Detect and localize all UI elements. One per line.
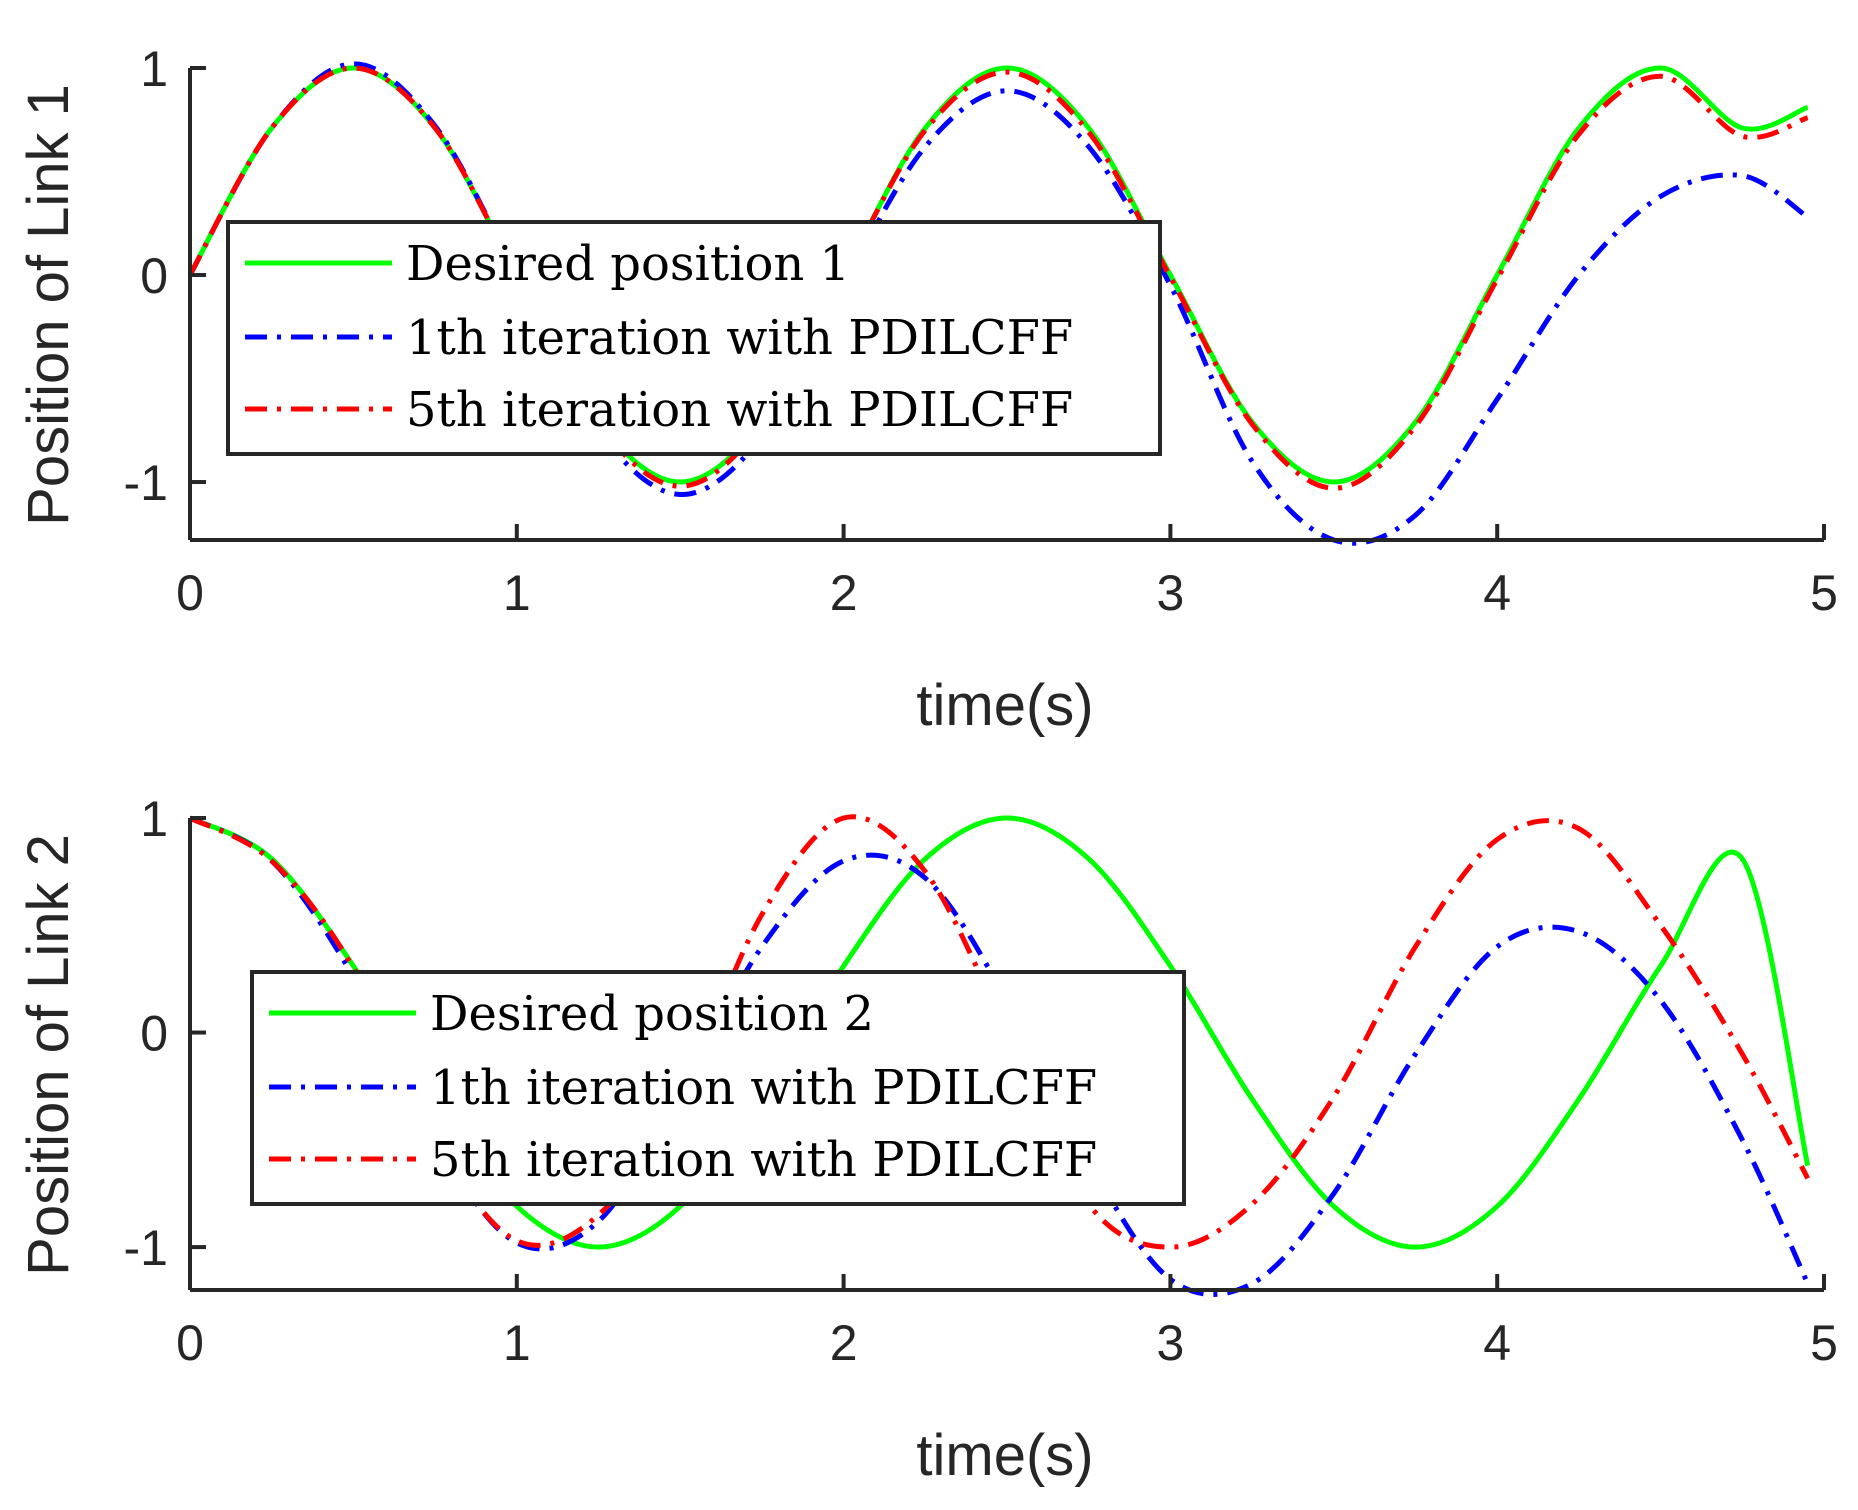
y-tick-labels: -1 0 1 [124, 791, 168, 1276]
x-axis-label: time(s) [916, 673, 1093, 738]
legend: Desired position 1 1th iteration with PD… [226, 220, 1162, 456]
x-tick-label: 0 [176, 1315, 204, 1371]
x-tick-label: 4 [1483, 1315, 1511, 1371]
legend-label-5th: 5th iteration with PDILCFF [430, 1132, 1097, 1188]
plot-lines [187, 61, 1810, 546]
legend-label-5th: 5th iteration with PDILCFF [406, 382, 1073, 438]
y-tick-label: 1 [140, 791, 168, 847]
legend-label-1th: 1th iteration with PDILCFF [406, 310, 1073, 366]
x-tick-label: 3 [1156, 565, 1184, 621]
x-tick-labels: 0 1 2 3 4 5 [176, 1315, 1838, 1371]
x-axis-label: time(s) [916, 1423, 1093, 1488]
y-tick-label: 1 [140, 41, 168, 97]
x-tick-label: 4 [1483, 565, 1511, 621]
y-axis-label: Position of Link 1 [16, 84, 81, 526]
x-tick-label: 3 [1156, 1315, 1184, 1371]
legend: Desired position 2 1th iteration with PD… [250, 970, 1186, 1206]
x-tick-label: 5 [1810, 565, 1838, 621]
legend-label-1th: 1th iteration with PDILCFF [430, 1060, 1097, 1116]
y-tick-label: 0 [140, 248, 168, 304]
axes [188, 66, 1826, 542]
x-tick-label: 2 [830, 565, 858, 621]
y-tick-label: -1 [124, 1220, 168, 1276]
x-tick-labels: 0 1 2 3 4 5 [176, 565, 1838, 621]
x-tick-label: 1 [503, 1315, 531, 1371]
legend-label-desired: Desired position 2 [430, 986, 874, 1042]
y-tick-labels: -1 0 1 [124, 41, 168, 511]
y-tick-label: -1 [124, 455, 168, 511]
axes [188, 816, 1826, 1292]
y-tick-label: 0 [140, 1006, 168, 1062]
x-tick-label: 2 [830, 1315, 858, 1371]
series-line-3 [187, 65, 1809, 491]
x-tick-label: 5 [1810, 1315, 1838, 1371]
legend-label-desired: Desired position 1 [406, 236, 850, 292]
y-axis-label: Position of Link 2 [16, 834, 81, 1276]
x-tick-label: 1 [503, 565, 531, 621]
x-tick-label: 0 [176, 565, 204, 621]
